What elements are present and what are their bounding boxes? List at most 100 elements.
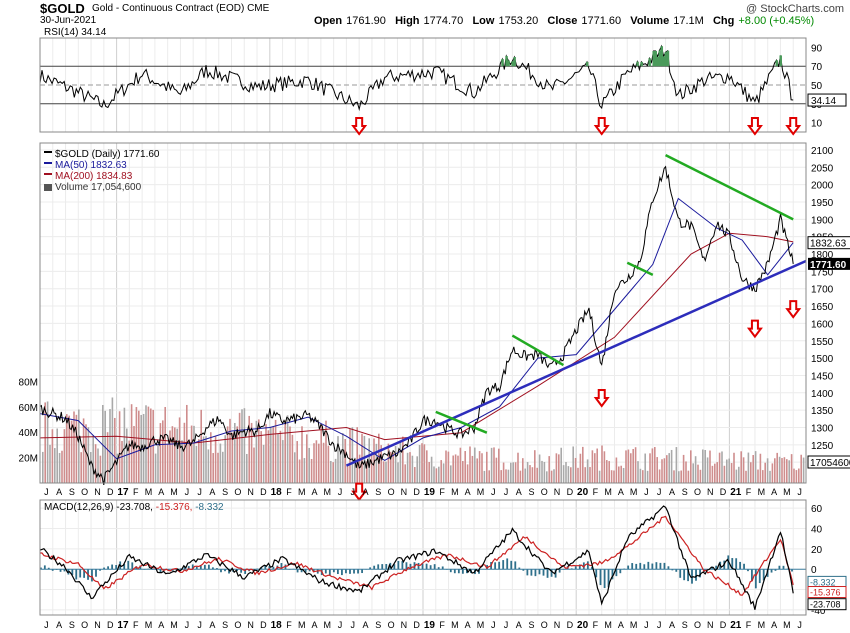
macd-histogram-bar <box>663 562 666 570</box>
volume-bar <box>399 441 402 483</box>
volume-bar <box>627 449 630 483</box>
volume-bar <box>224 435 226 483</box>
volume-bar <box>118 411 121 483</box>
rsi-tick-label: 90 <box>811 43 823 54</box>
macd-histogram-bar <box>324 569 327 574</box>
legend-entry: MA(50) 1832.63 <box>55 160 127 171</box>
price-tick-label: 1450 <box>811 371 834 382</box>
macd-histogram-bar <box>47 567 50 570</box>
volume-bar <box>675 447 678 483</box>
macd-histogram-bar <box>381 564 384 570</box>
volume-bar <box>171 426 174 483</box>
volume-tick-label: 60M <box>19 403 38 414</box>
x-month-label: A <box>669 620 675 630</box>
volume-bar <box>800 454 802 483</box>
x-month-label: J <box>197 487 202 497</box>
x-month-label: S <box>682 620 688 630</box>
volume-bar <box>428 462 430 483</box>
macd-histogram-bar <box>300 569 303 573</box>
macd-histogram-bar <box>747 569 749 572</box>
x-month-label: O <box>694 620 701 630</box>
macd-histogram-bar <box>195 566 198 570</box>
x-month-label: J <box>797 620 802 630</box>
volume-bar <box>474 447 476 483</box>
volume-bar <box>709 450 711 483</box>
price-arrow-marker <box>593 388 610 408</box>
volume-bar <box>565 462 567 483</box>
x-month-label: 17 <box>117 487 129 498</box>
x-month-label: O <box>388 620 395 630</box>
volume-bar <box>248 415 250 483</box>
volume-bar <box>274 419 277 483</box>
volume-bar <box>219 443 222 483</box>
x-month-label: O <box>541 487 548 497</box>
macd-histogram-bar <box>240 569 243 573</box>
x-month-label: M <box>758 620 766 630</box>
volume-bar <box>404 464 406 483</box>
volume-bar <box>478 451 481 483</box>
rsi-overbought-fill <box>513 56 516 67</box>
volume-bar <box>548 456 550 483</box>
price-tick-label: 1650 <box>811 302 834 313</box>
macd-histogram-bar <box>159 569 162 573</box>
volume-bar <box>318 443 320 483</box>
x-month-label: O <box>234 620 241 630</box>
x-month-label: F <box>133 487 139 497</box>
volume-bar <box>229 418 231 483</box>
macd-histogram-bar <box>332 569 335 573</box>
volume-bar <box>166 444 169 483</box>
volume-bar <box>205 436 207 483</box>
volume-bar <box>730 463 733 483</box>
volume-bar <box>438 466 440 483</box>
volume-bar <box>598 470 601 483</box>
volume-bar <box>553 469 555 483</box>
price-tick-label: 1700 <box>811 285 834 296</box>
volume-bar <box>766 458 769 483</box>
volume-bar <box>666 455 668 483</box>
macd-histogram-bar <box>341 569 343 576</box>
volume-bar <box>94 444 97 483</box>
price-tick-label: 1300 <box>811 423 834 434</box>
rsi-overbought-fill <box>666 50 670 67</box>
volume-bar <box>152 409 154 483</box>
volume-bar <box>380 445 382 483</box>
macd-histogram-bar <box>244 569 247 574</box>
volume-bar <box>49 444 51 483</box>
volume-bar <box>128 440 130 483</box>
volume-bar <box>490 447 493 483</box>
volume-bar <box>99 455 102 483</box>
macd-histogram-bar <box>595 569 598 578</box>
macd-frame <box>39 499 807 616</box>
volume-bar <box>625 450 627 483</box>
x-month-label: F <box>593 620 599 630</box>
macd-histogram-bar <box>361 569 363 574</box>
macd-histogram-bar <box>103 567 105 570</box>
volume-bar <box>711 465 714 483</box>
macd-histogram-bar <box>506 558 509 570</box>
volume-bar <box>63 429 66 483</box>
volume-bar <box>512 462 514 483</box>
volume-bar <box>754 451 757 483</box>
macd-histogram-bar <box>655 562 658 570</box>
x-month-label: M <box>783 620 791 630</box>
macd-histogram-bar <box>405 562 408 570</box>
volume-bar <box>697 464 699 483</box>
x-month-label: J <box>351 487 356 497</box>
macd-histogram-bar <box>627 565 630 570</box>
rsi-tick-label: 70 <box>811 62 823 73</box>
price-arrow-marker <box>785 300 802 319</box>
x-month-label: M <box>604 620 612 630</box>
x-month-label: M <box>630 487 638 497</box>
macd-histogram-bar <box>675 569 678 572</box>
x-month-label: M <box>170 620 178 630</box>
volume-bar <box>742 457 745 483</box>
volume-bar <box>678 471 680 483</box>
volume-bar <box>289 426 291 483</box>
x-month-label: O <box>694 487 701 497</box>
volume-bar <box>526 462 529 483</box>
macd-histogram-bar <box>171 569 174 571</box>
volume-bar <box>193 425 195 483</box>
volume-bar <box>298 459 301 483</box>
x-month-label: 17 <box>117 620 129 631</box>
